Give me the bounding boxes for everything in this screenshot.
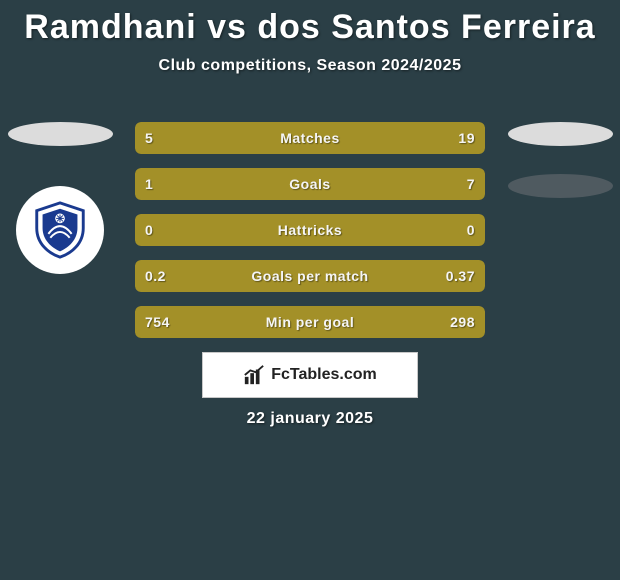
stat-label: Goals xyxy=(135,168,485,200)
club-crest-icon xyxy=(29,199,91,261)
source-logo-text: FcTables.com xyxy=(271,366,377,384)
source-logo-box: FcTables.com xyxy=(202,352,418,398)
stat-row: 754298Min per goal xyxy=(135,306,485,338)
right-player-col xyxy=(500,110,620,198)
stat-bars: 519Matches 17Goals 00Hattricks 0.20.37Goals… xyxy=(135,122,485,352)
stat-label: Hattricks xyxy=(135,214,485,246)
stat-row: 0.20.37Goals per match xyxy=(135,260,485,292)
bar-chart-icon xyxy=(243,364,265,386)
stat-label: Goals per match xyxy=(135,260,485,292)
stat-label: Matches xyxy=(135,122,485,154)
club-badge xyxy=(16,186,104,274)
stat-row: 00Hattricks xyxy=(135,214,485,246)
left-player-pill xyxy=(8,122,113,146)
page-title: Ramdhani vs dos Santos Ferreira xyxy=(0,0,620,47)
stat-row: 519Matches xyxy=(135,122,485,154)
right-player-pill xyxy=(508,122,613,146)
left-player-col xyxy=(0,110,120,274)
right-player-pill-2 xyxy=(508,174,613,198)
subtitle: Club competitions, Season 2024/2025 xyxy=(0,57,620,75)
stat-row: 17Goals xyxy=(135,168,485,200)
stat-label: Min per goal xyxy=(135,306,485,338)
date-label: 22 january 2025 xyxy=(0,410,620,428)
